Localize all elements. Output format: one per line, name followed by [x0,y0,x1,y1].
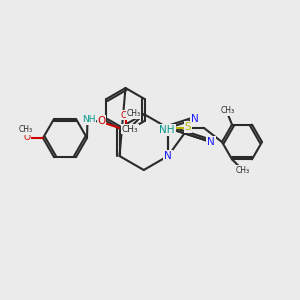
Text: O: O [98,116,106,126]
Text: O: O [23,133,31,142]
Text: CH₃: CH₃ [236,166,250,175]
Text: CH₃: CH₃ [221,106,235,115]
Text: O: O [120,110,127,119]
Text: CH₃: CH₃ [126,110,141,118]
Text: N: N [164,151,172,161]
Text: N: N [191,114,199,124]
Text: NH: NH [82,116,95,124]
Text: CH₃: CH₃ [19,125,33,134]
Text: N: N [207,137,215,147]
Text: CH₃: CH₃ [122,124,138,134]
Text: NH: NH [159,125,175,135]
Text: S: S [185,122,191,132]
